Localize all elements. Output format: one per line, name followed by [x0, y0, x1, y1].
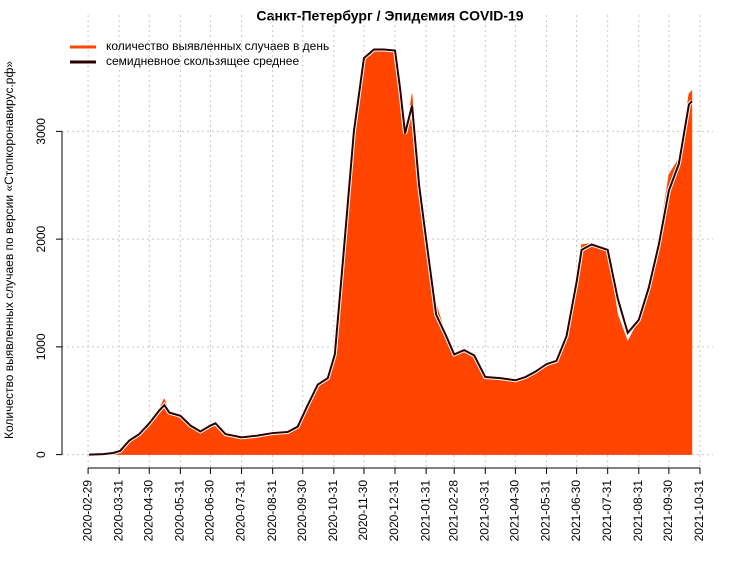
- x-tick-label: 2021-06-30: [569, 480, 583, 542]
- x-tick-label: 2020-10-31: [326, 480, 340, 542]
- moving-average-line: [89, 48, 693, 456]
- x-tick-label: 2020-04-30: [141, 480, 155, 542]
- x-tick-label: 2020-05-31: [173, 480, 187, 542]
- y-tick-label: 3000: [34, 118, 48, 145]
- x-tick-label: 2021-07-31: [600, 480, 614, 542]
- chart-title: Санкт-Петербург / Эпидемия COVID-19: [256, 8, 523, 24]
- legend-label: семидневное скользящее среднее: [106, 54, 299, 68]
- x-tick-label: 2020-11-30: [356, 480, 370, 541]
- x-tick-label: 2021-02-28: [446, 480, 460, 542]
- y-tick-label: 2000: [34, 225, 48, 252]
- x-tick-label: 2020-12-31: [387, 480, 401, 542]
- x-tick-label: 2021-05-31: [539, 480, 553, 542]
- daily-area: [89, 48, 693, 455]
- x-tick-label: 2020-08-31: [265, 480, 279, 542]
- x-tick-label: 2020-02-29: [80, 480, 94, 542]
- x-tick-label: 2020-03-31: [111, 480, 125, 542]
- x-tick-label: 2021-08-31: [631, 480, 645, 542]
- y-tick-label: 1000: [34, 333, 48, 360]
- y-axis-label: Количество выявленных случаев по версии …: [2, 61, 16, 439]
- x-tick-label: 2020-09-30: [295, 480, 309, 542]
- x-tick-label: 2021-09-30: [661, 480, 675, 542]
- x-tick-label: 2020-06-30: [203, 480, 217, 542]
- x-tick-label: 2020-07-31: [234, 480, 248, 542]
- y-tick-label: 0: [34, 451, 48, 458]
- x-tick-label: 2021-01-31: [418, 480, 432, 542]
- x-tick-label: 2021-03-31: [477, 480, 491, 542]
- legend-label: количество выявленных случаев в день: [106, 39, 329, 53]
- x-tick-label: 2021-04-30: [508, 480, 522, 542]
- x-tick-label: 2021-10-31: [692, 480, 706, 542]
